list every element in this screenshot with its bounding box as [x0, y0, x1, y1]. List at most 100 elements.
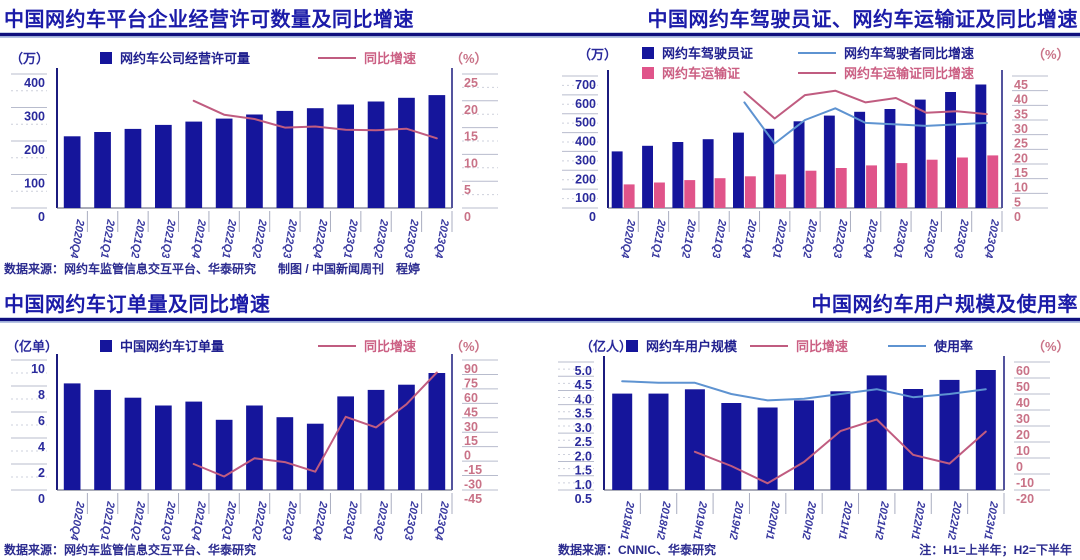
bar: [721, 403, 742, 490]
svg-text:25: 25: [464, 76, 478, 90]
x-axis-label: 2023Q1: [341, 217, 360, 258]
data-source: 数据来源：CNNIC、华泰研究: [558, 543, 716, 557]
bar: [975, 370, 996, 490]
title-rule-top: [0, 32, 1080, 38]
chart-plot-platform-licenses: 0 100 200 300 400 0 5 10 15 20 25 2020Q4 2021Q1 2021Q…: [0, 68, 540, 258]
legend-label: 网约车公司经营许可量: [120, 51, 251, 66]
left-axis-unit: （万）: [578, 47, 618, 62]
bar: [684, 389, 705, 490]
panel-certificates: （万） 网约车驾驶员证 网约车驾驶者同比增速 网约车运输证 网约车运输证同比增速…: [540, 42, 1080, 286]
x-axis-label: 2022Q1: [770, 217, 789, 258]
svg-text:75: 75: [464, 376, 478, 390]
bar: [775, 174, 787, 208]
svg-text:400: 400: [24, 76, 45, 90]
bar-swatch-icon: [642, 66, 654, 79]
chart-svg: 0 100 200 300 400 0 5 10 15 20 25 2020Q4 2021Q1 2021Q…: [11, 68, 498, 258]
line-series-0: [192, 99, 438, 140]
legend-license-bars: 网约车公司经营许可量: [100, 48, 250, 67]
svg-text:5: 5: [464, 183, 471, 197]
x-axis-label: 2022Q2: [800, 217, 819, 258]
svg-text:0: 0: [464, 449, 471, 463]
x-axis-label: 2023Q1: [341, 499, 360, 541]
bar: [903, 389, 924, 490]
credit: 制图 / 中国新闻周刊 程婷: [278, 262, 421, 276]
svg-text:30: 30: [1014, 122, 1028, 136]
bar: [896, 163, 908, 208]
line-series-0: [192, 371, 438, 478]
legend-label: 网约车运输证同比增速: [844, 66, 975, 81]
svg-text:100: 100: [24, 177, 45, 191]
line-swatch-icon: [318, 344, 356, 347]
bar: [830, 391, 851, 490]
x-axis-label: 2018H2: [654, 499, 673, 540]
bar: [987, 155, 999, 208]
bar: [185, 401, 203, 490]
bar: [337, 396, 354, 490]
bar: [246, 114, 263, 208]
x-axis-label: 2020Q4: [618, 217, 637, 258]
bar: [367, 389, 385, 490]
x-axis-label: 2021Q4: [189, 499, 208, 541]
bar: [744, 176, 756, 208]
legend-transport-yoy-line: 网约车运输证同比增速: [798, 63, 974, 82]
legend-label: 网约车运输证: [662, 66, 741, 81]
x-axis-label: 2019H1: [690, 499, 709, 540]
svg-text:25: 25: [1014, 137, 1028, 151]
title-order-volume: 中国网约车订单量及同比增速: [4, 294, 271, 316]
bar: [884, 109, 896, 208]
legend-yoy-line: 同比增速: [318, 48, 416, 67]
x-axis-label: 2023Q4: [432, 217, 451, 258]
bar: [306, 108, 324, 208]
svg-text:45: 45: [464, 405, 478, 419]
bar: [155, 405, 172, 490]
bar: [702, 139, 714, 208]
bar: [793, 121, 805, 208]
legend-yoy-line: 同比增速: [318, 336, 416, 355]
bar: [648, 393, 669, 490]
svg-text:30: 30: [464, 420, 478, 434]
x-axis-label: 2020Q4: [67, 499, 86, 541]
bar: [945, 92, 956, 208]
svg-text:-10: -10: [1016, 476, 1034, 490]
bar: [914, 99, 926, 208]
svg-text:0: 0: [464, 210, 471, 224]
x-axis-label: 2021Q2: [679, 217, 698, 258]
x-axis-label: 2020Q4: [67, 217, 86, 258]
svg-text:2: 2: [38, 466, 45, 480]
svg-text:0.5: 0.5: [575, 492, 592, 506]
chart-svg: 0100200300400500600700051015202530354045…: [562, 70, 1048, 258]
bar: [939, 379, 960, 490]
chart-plot-certificates: 0 100 200 300 400 500 600 700 0 5 10 15 20 25 30 35 40 45…: [540, 68, 1080, 258]
x-axis-label: 2023H1: [981, 499, 1000, 540]
bar: [94, 389, 111, 490]
legend-label: 网约车驾驶者同比增速: [844, 46, 975, 61]
bar: [398, 97, 415, 208]
x-axis-label: 2021Q3: [159, 499, 178, 541]
left-axis-unit: （亿人）: [580, 339, 633, 354]
x-axis-label: 2023Q1: [891, 217, 910, 258]
svg-text:-20: -20: [1016, 492, 1034, 506]
bar: [975, 84, 987, 208]
bar: [757, 407, 778, 490]
bar: [63, 136, 81, 208]
line-series-0: [693, 418, 987, 485]
svg-text:40: 40: [1016, 396, 1030, 410]
line-series-1: [743, 89, 988, 120]
svg-text:10: 10: [1016, 444, 1030, 458]
svg-text:0: 0: [38, 492, 45, 506]
x-axis-label: 2022H1: [908, 499, 927, 540]
right-axis-unit: （%）: [450, 339, 488, 354]
bar: [94, 132, 111, 208]
bar: [926, 159, 938, 208]
data-source: 数据来源：网约车监管信息交互平台、华泰研究: [4, 262, 257, 276]
svg-text:-30: -30: [464, 478, 482, 492]
svg-text:8: 8: [38, 388, 45, 402]
bar: [957, 157, 968, 208]
panel-user-scale: （亿人） 网约车用户规模 同比增速 使用率 （%） 0.5 1.0 1.5 2.0 2.…: [540, 330, 1080, 560]
x-axis-label: 2023Q2: [921, 217, 940, 258]
legend-label: 使用率: [934, 339, 974, 354]
svg-text:20: 20: [1014, 151, 1028, 165]
chart-plot-order-volume: 0 2 4 6 8 10 -45 -30 -15 0 15 30 45 60 75 90 2020Q4 2021Q…: [0, 352, 540, 544]
left-axis-unit: （万）: [10, 51, 50, 66]
svg-text:-15: -15: [464, 463, 482, 477]
